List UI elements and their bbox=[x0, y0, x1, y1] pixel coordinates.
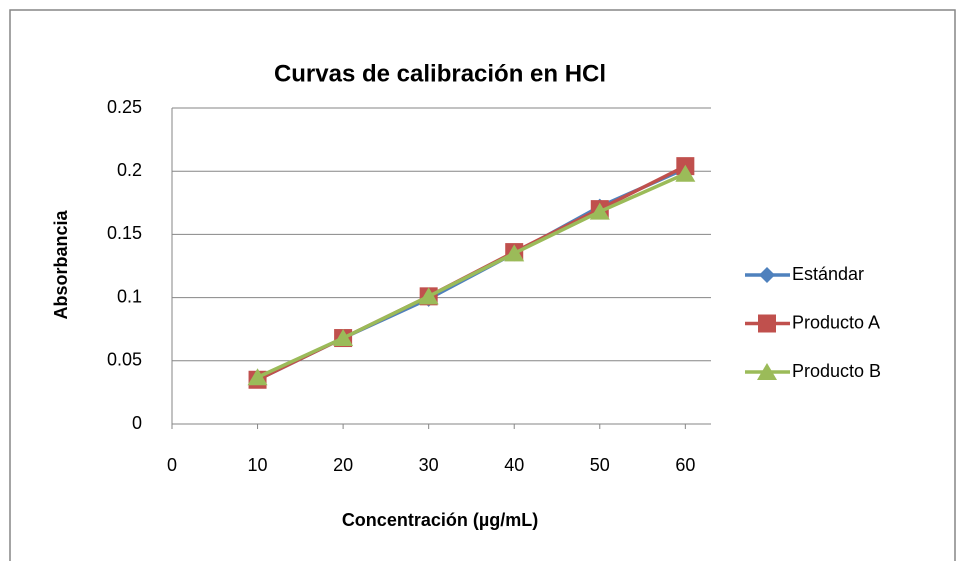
y-tick-label: 0.05 bbox=[107, 350, 142, 370]
y-tick-label: 0 bbox=[132, 413, 142, 433]
y-tick-label: 0.1 bbox=[117, 286, 142, 306]
x-tick-label: 10 bbox=[248, 455, 268, 475]
marker bbox=[589, 202, 610, 220]
chart-border bbox=[9, 9, 956, 561]
legend-marker bbox=[758, 314, 776, 333]
y-tick-label: 0.15 bbox=[107, 223, 142, 243]
x-axis-label: Concentración (µg/mL) bbox=[342, 510, 538, 530]
y-tick-label: 0.2 bbox=[117, 160, 142, 180]
series-line bbox=[256, 172, 687, 379]
marker bbox=[247, 368, 268, 386]
y-axis-label: Absorbancia bbox=[51, 209, 71, 319]
x-tick-label: 60 bbox=[675, 455, 695, 475]
x-tick-label: 30 bbox=[419, 455, 439, 475]
chart-title: Curvas de calibración en HCl bbox=[274, 60, 606, 87]
marker bbox=[333, 329, 354, 347]
legend-label: Estándar bbox=[792, 264, 864, 284]
legend-marker bbox=[759, 267, 775, 283]
marker bbox=[504, 244, 525, 262]
legend-label: Producto A bbox=[792, 312, 880, 332]
x-tick-label: 50 bbox=[590, 455, 610, 475]
y-tick-label: 0.25 bbox=[107, 97, 142, 117]
legend-marker bbox=[757, 363, 777, 380]
marker bbox=[675, 164, 696, 182]
marker bbox=[418, 287, 439, 305]
legend-label: Producto B bbox=[792, 361, 881, 381]
x-tick-label: 0 bbox=[167, 455, 177, 475]
x-tick-label: 40 bbox=[504, 455, 524, 475]
x-tick-label: 20 bbox=[333, 455, 353, 475]
